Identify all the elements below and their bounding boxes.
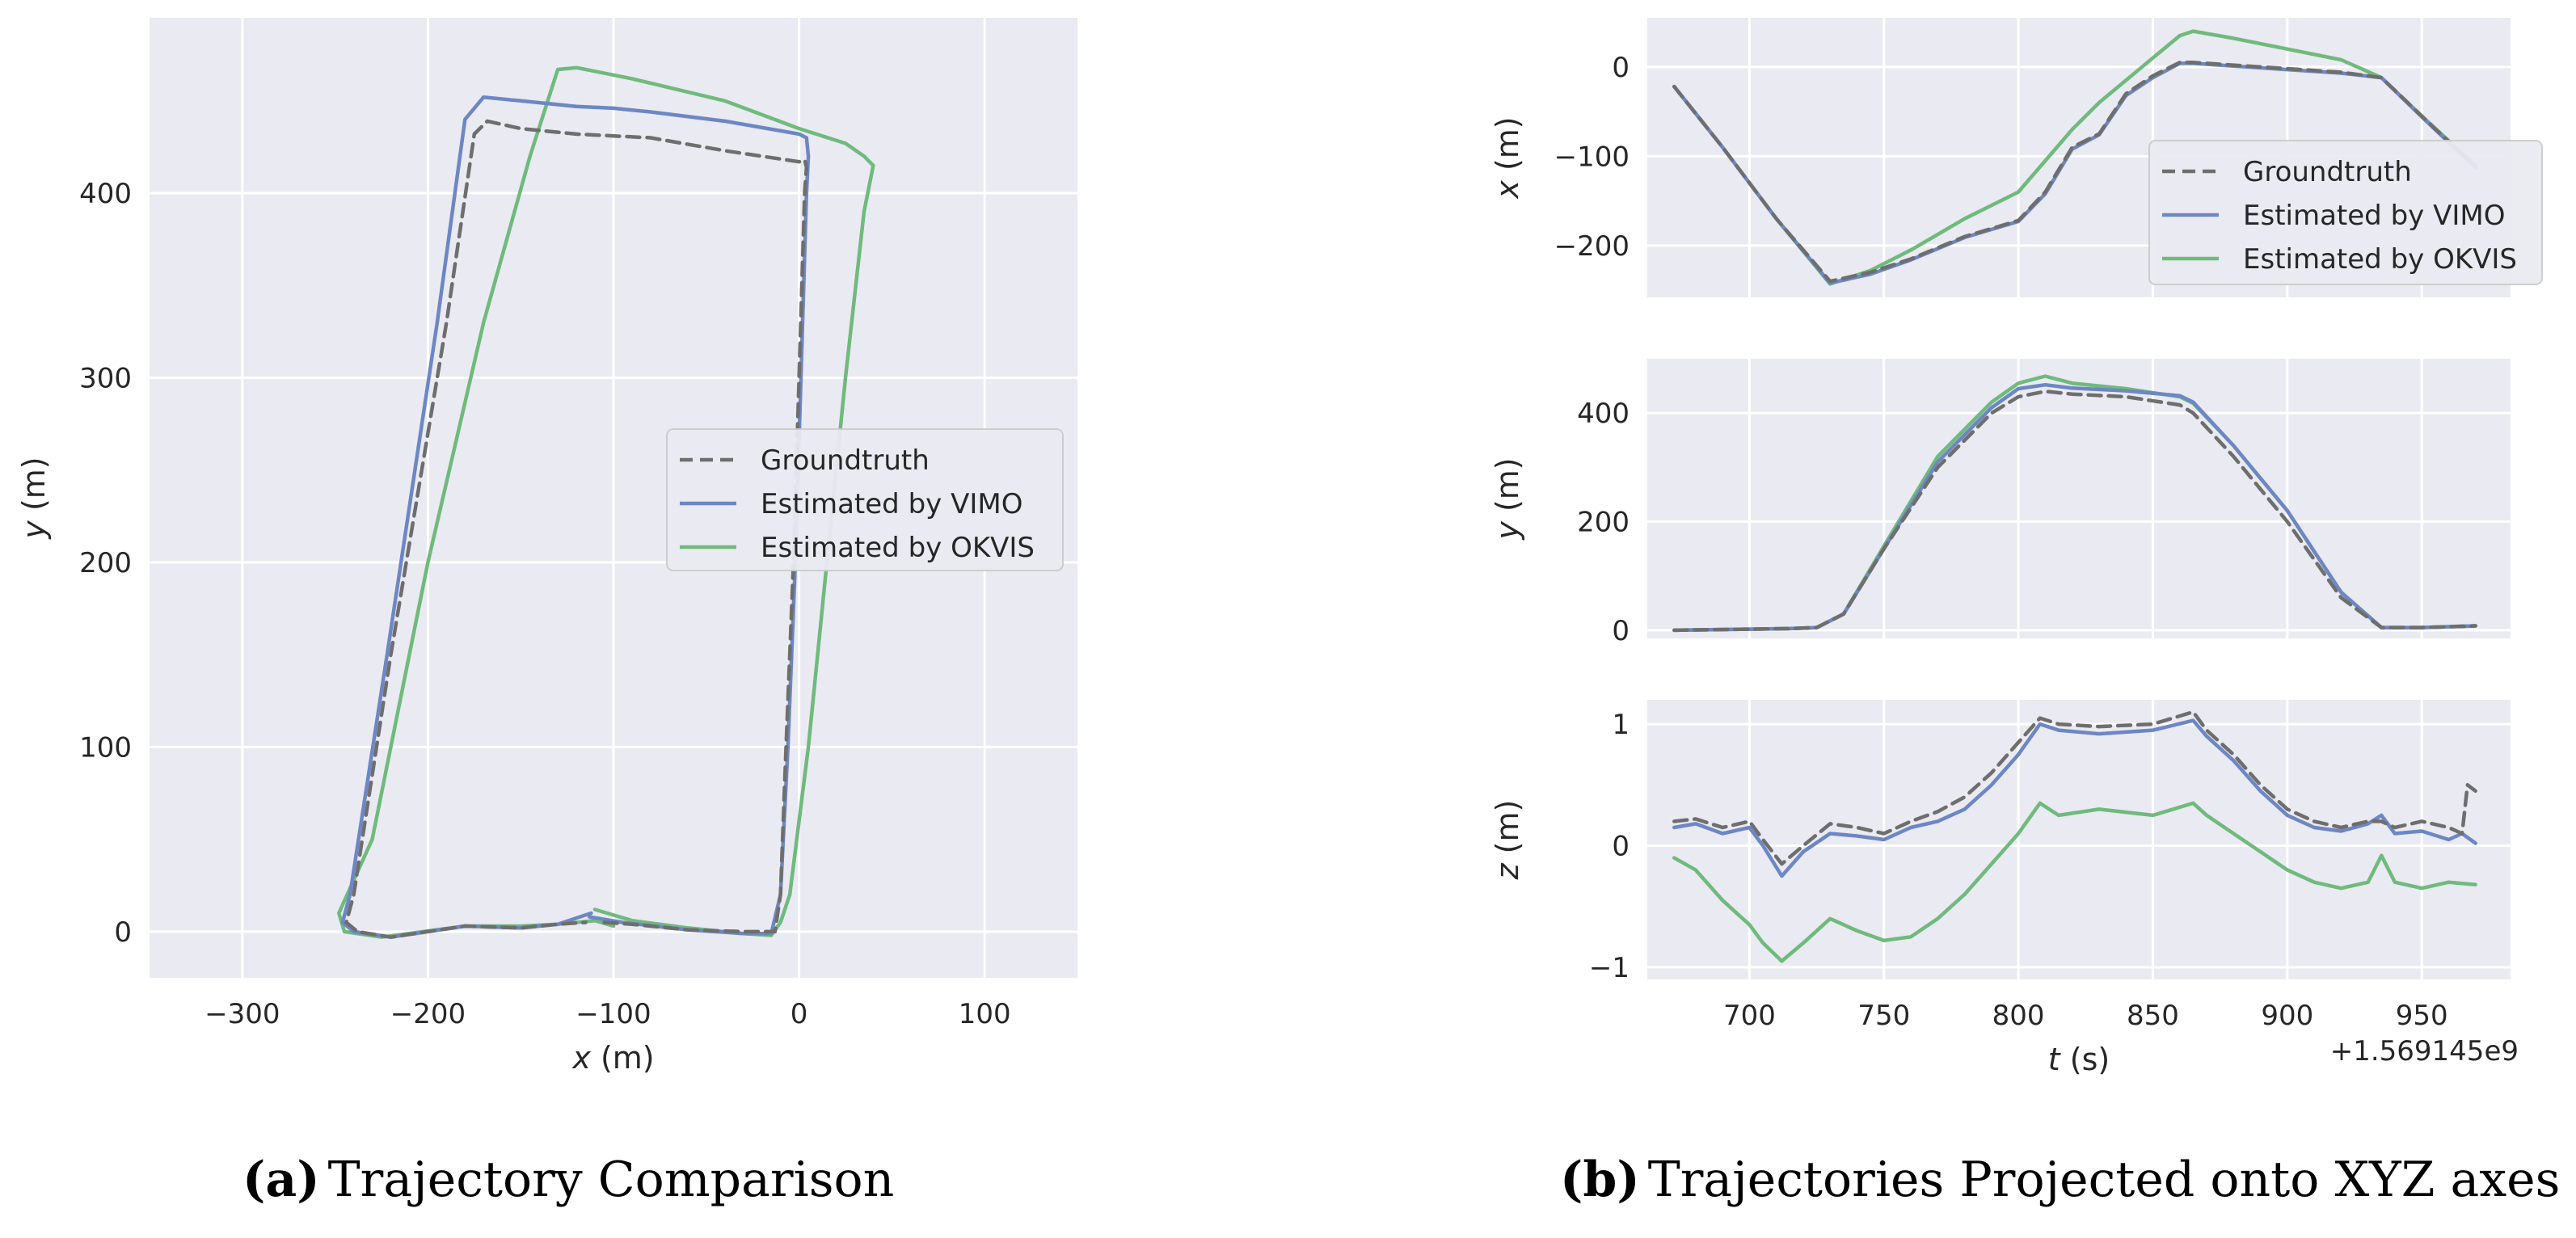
b-z-xlabel-var: t (2048, 1042, 2062, 1077)
caption-b: (b) Trajectories Projected onto XYZ axes (1560, 1152, 2560, 1208)
b-x-ytick-label: −200 (1554, 230, 1629, 263)
panel-b-x: −200 −100 0 x (m) Groundtruth Estimated by VI… (1490, 18, 2543, 297)
panel-b-z: 700 750 800 850 900 950 −1 0 1 t (s) z (m) +1.56914… (1490, 700, 2519, 1077)
panel-b-y: 0 200 400 y (m) (1490, 359, 2511, 647)
caption-a-label: (a) (242, 1152, 320, 1208)
caption-b-label: (b) (1560, 1152, 1640, 1208)
b-z-xtick-label: 700 (1723, 1000, 1776, 1032)
b-x-legend-label-estimated-by-vimo: Estimated by VIMO (2243, 200, 2505, 232)
b-y-series-groundtruth (1672, 390, 2477, 633)
b-x-legend-label-estimated-by-okvis: Estimated by OKVIS (2243, 243, 2517, 276)
b-z-ytick-label: 0 (1612, 831, 1629, 863)
a-legend-frame (666, 428, 1064, 571)
a-xtick-label: 100 (959, 998, 1011, 1030)
a-ytick-label: 200 (79, 547, 132, 579)
b-z-xtick-label: 750 (1857, 1000, 1910, 1032)
b-z-xtick-label: 800 (1992, 1000, 2045, 1032)
b-z-xtick-label: 850 (2127, 1000, 2179, 1032)
panel-b-y-axes (1647, 359, 2511, 638)
b-z-series-estimated-by-vimo (1672, 718, 2477, 878)
b-z-ylabel: z (m) (1490, 800, 1525, 881)
caption-b-text: Trajectories Projected onto XYZ axes (1648, 1152, 2561, 1208)
b-z-xlabel-unit: (s) (2060, 1042, 2110, 1077)
caption-a: (a) Trajectory Comparison (242, 1152, 894, 1208)
b-y-ytick-label: 400 (1577, 398, 1629, 430)
a-xtick-label: 0 (791, 998, 808, 1030)
a-ytick-label: 400 (79, 178, 132, 210)
a-ytick-label: 100 (79, 731, 132, 764)
b-y-ylabel-var: y (1490, 521, 1525, 541)
b-x-series-groundtruth (1672, 61, 2477, 284)
a-legend-label-estimated-by-okvis: Estimated by OKVIS (761, 532, 1035, 564)
caption-a-text: Trajectory Comparison (328, 1152, 895, 1208)
a-ylabel: y (m) (16, 457, 52, 539)
b-z-ytick-label: 1 (1612, 709, 1629, 741)
b-y-ytick-label: 0 (1612, 615, 1629, 647)
a-xtick-label: −300 (204, 998, 280, 1030)
b-x-ylabel: x (m) (1490, 116, 1525, 199)
b-x-ytick-label: −100 (1554, 141, 1629, 173)
a-legend-label-groundtruth: Groundtruth (761, 444, 930, 477)
b-x-legend-frame (2148, 140, 2543, 285)
b-z-offset-text: +1.569145e9 (2330, 1035, 2519, 1067)
a-ytick-label: 300 (79, 363, 132, 395)
b-z-series-estimated-by-okvis (1672, 801, 2477, 963)
a-ylabel-var: y (16, 520, 52, 540)
b-z-xtick-label: 950 (2396, 1000, 2448, 1032)
b-x-ylabel-unit: (m) (1490, 116, 1525, 180)
b-z-xlabel: t (s) (2048, 1042, 2110, 1077)
b-z-ylabel-unit: (m) (1490, 800, 1525, 864)
b-z-ylabel-var: z (1490, 862, 1525, 880)
b-y-ytick-label: 200 (1577, 507, 1629, 539)
b-x-ytick-label: 0 (1612, 52, 1629, 84)
a-xtick-label: −100 (575, 998, 651, 1030)
a-legend: Groundtruth Estimated by VIMO Estimated by… (666, 428, 1064, 571)
a-ytick-label: 0 (114, 916, 132, 949)
a-xtick-label: −200 (390, 998, 466, 1030)
a-xlabel-var: x (571, 1040, 591, 1076)
b-y-ylabel-unit: (m) (1490, 457, 1525, 521)
a-xlabel-unit: (m) (591, 1040, 655, 1076)
a-ylabel-unit: (m) (16, 457, 52, 520)
b-y-ylabel: y (m) (1490, 457, 1525, 540)
b-z-xtick-label: 900 (2261, 1000, 2313, 1032)
a-xlabel: x (m) (571, 1040, 654, 1076)
b-z-series-groundtruth (1672, 710, 2477, 866)
b-x-ylabel-var: x (1490, 180, 1525, 200)
panel-b-z-axes (1647, 700, 2511, 979)
b-x-legend: Groundtruth Estimated by VIMO Estimated by… (2148, 140, 2543, 285)
a-legend-label-estimated-by-vimo: Estimated by VIMO (761, 488, 1022, 520)
a-series-groundtruth (344, 119, 809, 939)
b-z-ytick-label: −1 (1589, 952, 1629, 984)
b-x-legend-label-groundtruth: Groundtruth (2243, 156, 2412, 188)
